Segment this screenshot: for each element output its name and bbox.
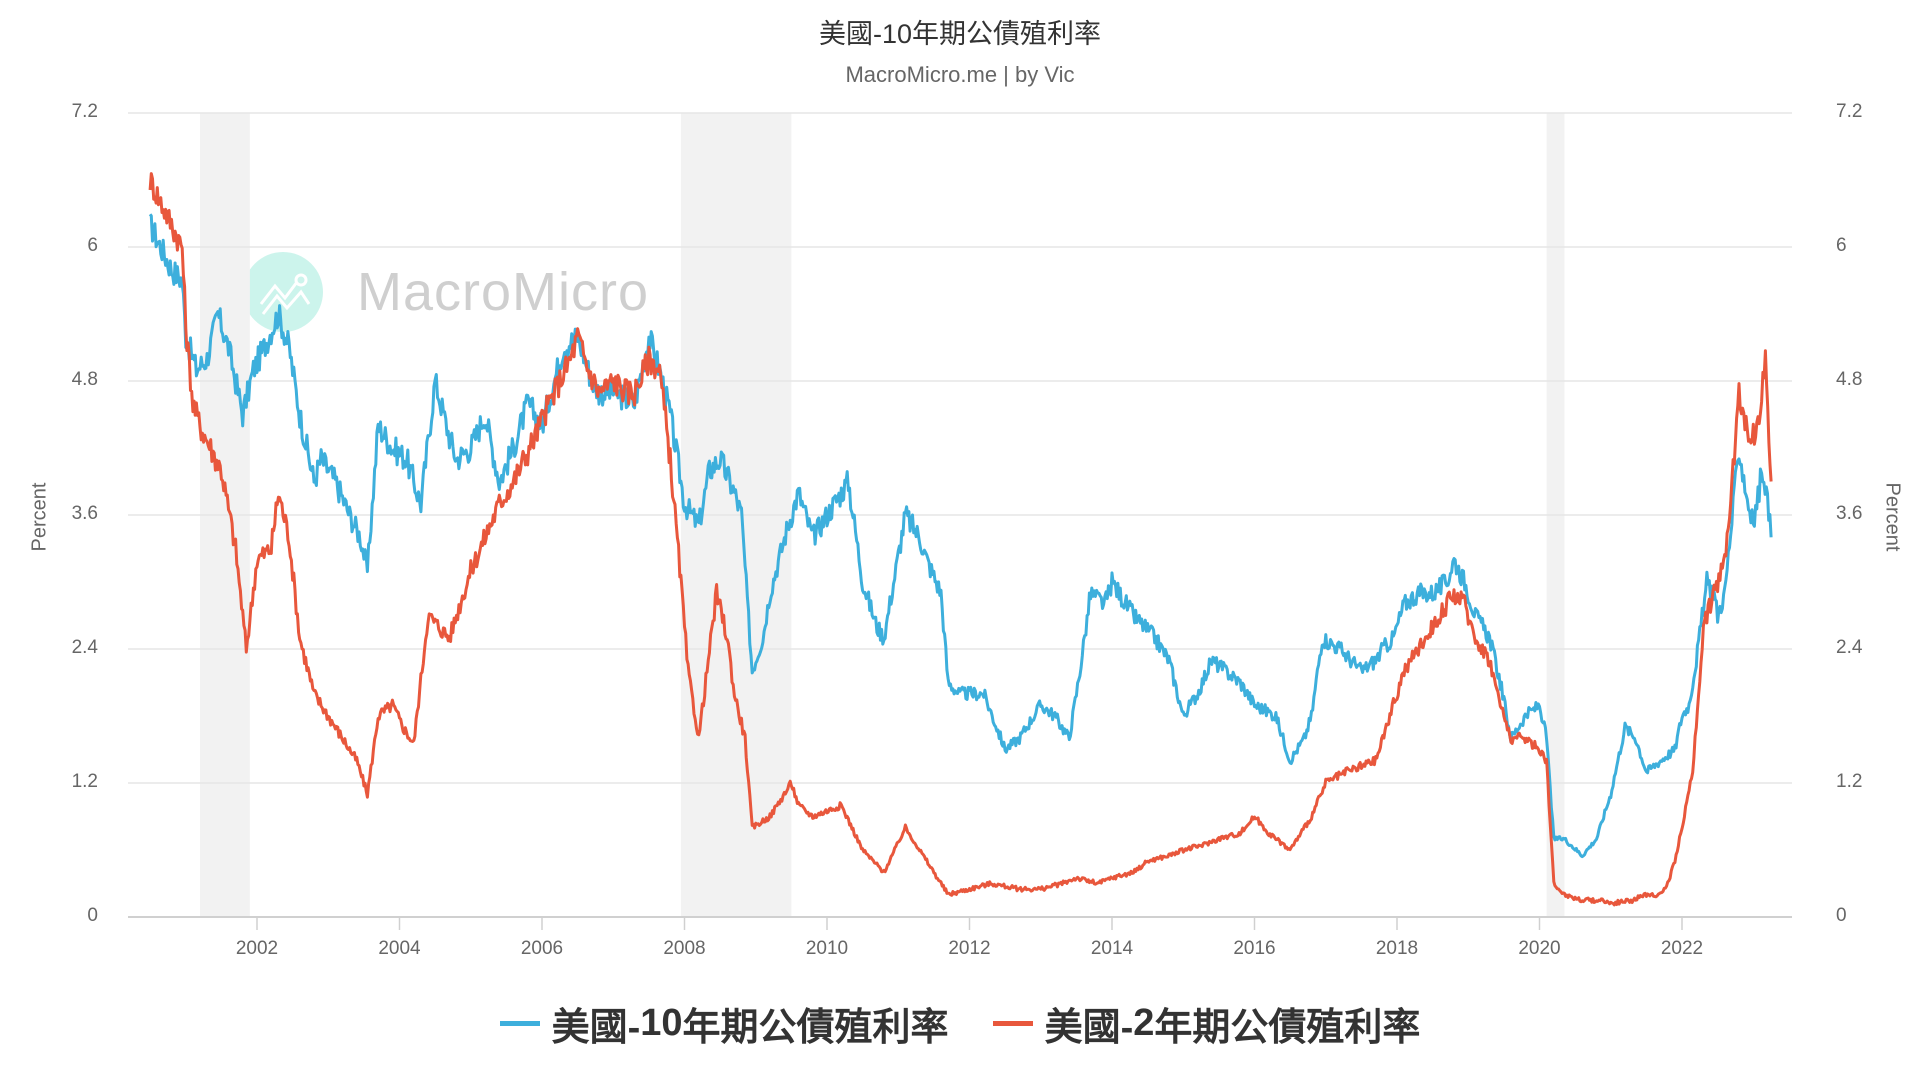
y-tick-label: 1.2 [1836,771,1863,792]
y-tick-label: 4.8 [1836,369,1863,390]
legend-label-prefix: 美國- [551,1007,641,1049]
y-axis-right-label: Percent [1881,482,1904,552]
series-line-2y [148,172,1773,907]
x-tick-label: 2006 [520,938,564,959]
legend-item-2y[interactable]: 美國- 2 年期公債殖利率 [992,996,1421,1051]
y-tick-label: 0 [87,905,98,926]
y-tick-label: 3.6 [1836,503,1863,524]
chart-title: 美國-10年期公債殖利率 [818,19,1102,49]
legend-label-prefix: 美國- [1044,1007,1134,1049]
y-tick-label: 4.8 [71,369,98,390]
legend-swatch-2y [992,1021,1033,1026]
legend-swatch-10y [499,1021,540,1026]
legend: 美國- 10 年期公債殖利率 美國- 2 年期公債殖利率 [0,996,1920,1051]
series-line-10y [148,213,1773,859]
x-tick-label: 2020 [1518,938,1561,959]
x-tick-label: 2022 [1660,938,1704,959]
x-tick-label: 2014 [1090,938,1134,959]
x-tick-label: 2002 [235,938,279,959]
x-tick-label: 2008 [663,938,706,959]
y-tick-label: 0 [1836,905,1847,926]
y-tick-label: 7.2 [1836,101,1863,122]
x-tick-label: 2012 [948,938,991,959]
y-axis-left-label: Percent [28,482,51,552]
y-tick-label: 3.6 [71,503,98,524]
y-tick-label: 7.2 [71,101,98,122]
y-tick-label: 1.2 [71,771,98,792]
chart-subtitle: MacroMicro.me | by Vic [845,62,1075,87]
y-tick-label: 2.4 [71,637,98,658]
x-tick-label: 2004 [378,938,421,959]
legend-label-num: 10 [640,1002,683,1044]
y-tick-label: 6 [1836,235,1847,256]
legend-label-suffix: 年期公債殖利率 [1154,1007,1421,1049]
x-tick-label: 2018 [1375,938,1419,959]
y-tick-label: 2.4 [1836,637,1863,658]
x-tick-label: 2010 [805,938,849,959]
x-tick-label: 2016 [1233,938,1276,959]
legend-label-suffix: 年期公債殖利率 [682,1007,949,1049]
legend-item-10y[interactable]: 美國- 10 年期公債殖利率 [499,996,949,1051]
y-tick-label: 6 [87,235,98,256]
legend-label-num: 2 [1133,1002,1155,1044]
plot-area [128,112,1792,930]
